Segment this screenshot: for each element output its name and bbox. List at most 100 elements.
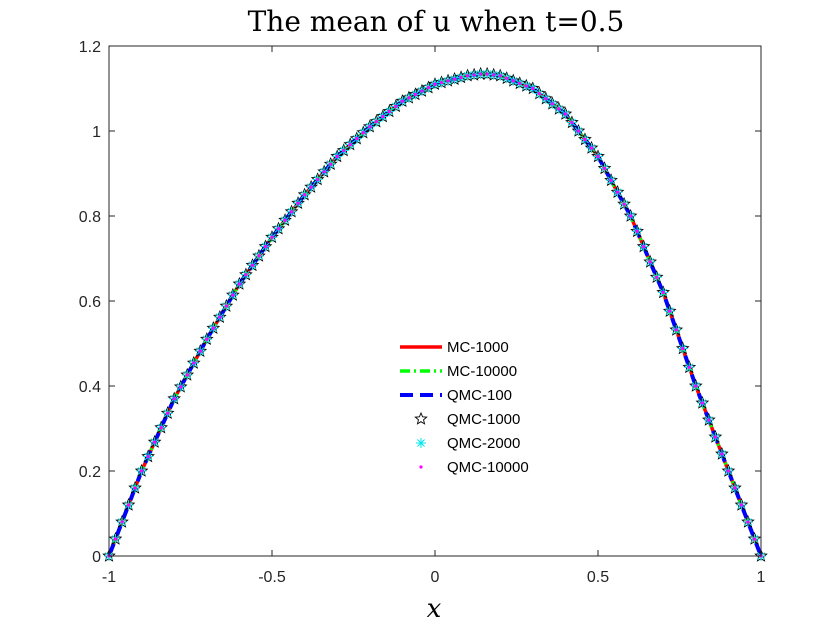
- data-point: [479, 72, 483, 76]
- data-point: [283, 218, 287, 222]
- data-point: [224, 304, 228, 308]
- data-point: [413, 92, 418, 97]
- data-point: [505, 76, 509, 80]
- legend-swatch: [419, 465, 423, 469]
- data-point: [179, 385, 183, 389]
- data-point: [113, 537, 118, 541]
- data-point: [635, 229, 639, 233]
- data-point: [511, 79, 515, 83]
- data-point: [192, 361, 196, 365]
- data-point: [485, 72, 489, 76]
- series-QMC-100: [107, 71, 763, 557]
- data-point: [681, 347, 685, 351]
- legend-item: QMC-2000: [416, 435, 520, 452]
- legend-label: QMC-100: [447, 387, 512, 404]
- legend-item: QMC-1000: [414, 411, 520, 428]
- data-point: [557, 107, 561, 111]
- data-point: [746, 520, 750, 524]
- data-point: [374, 120, 378, 124]
- legend-swatch: [416, 438, 426, 448]
- data-point: [159, 426, 163, 430]
- x-axis-label: x: [427, 594, 442, 624]
- data-point: [263, 245, 268, 249]
- data-point: [394, 104, 398, 108]
- legend-label: QMC-10000: [447, 459, 529, 476]
- data-point: [289, 210, 294, 214]
- data-point: [420, 89, 424, 93]
- data-point: [687, 365, 691, 369]
- data-point: [316, 177, 320, 182]
- data-point: [205, 337, 209, 341]
- data-point: [433, 82, 437, 86]
- data-point: [185, 373, 189, 377]
- x-tick-label: 0: [431, 569, 440, 586]
- data-point: [655, 275, 659, 279]
- data-point: [446, 79, 450, 83]
- data-point: [387, 109, 391, 114]
- legend-item: QMC-10000: [419, 459, 529, 476]
- data-point: [472, 73, 476, 77]
- data-point: [733, 486, 737, 490]
- y-tick-label: 0.2: [79, 464, 101, 481]
- data-point: [537, 92, 541, 96]
- x-tick-label: 1: [757, 569, 766, 586]
- plot-background: [109, 46, 761, 556]
- data-point: [629, 214, 633, 218]
- series-line: [107, 71, 763, 557]
- data-point: [342, 148, 346, 153]
- data-point: [518, 81, 522, 85]
- data-point: [146, 454, 150, 459]
- data-point: [576, 129, 581, 133]
- data-point: [368, 125, 372, 129]
- data-point: [439, 80, 444, 85]
- data-point: [140, 469, 144, 473]
- data-point: [407, 96, 411, 100]
- data-point: [531, 86, 535, 91]
- data-point: [166, 411, 170, 415]
- y-tick-label: 0.8: [79, 209, 101, 226]
- data-point: [570, 120, 574, 125]
- data-point: [583, 137, 587, 142]
- legend-item: QMC-100: [400, 387, 512, 404]
- data-point: [602, 166, 607, 170]
- legend-label: MC-10000: [447, 363, 517, 380]
- data-point: [172, 397, 176, 401]
- data-point: [198, 349, 202, 353]
- data-point: [400, 99, 404, 103]
- data-point: [133, 486, 137, 490]
- series-QMC-10000: [107, 72, 763, 558]
- data-point: [296, 201, 300, 205]
- y-tick-label: 0: [92, 549, 101, 566]
- legend-item: MC-10000: [400, 363, 517, 380]
- data-point: [270, 235, 274, 239]
- data-point: [609, 178, 613, 182]
- data-point: [211, 326, 215, 330]
- legend: MC-1000 MC-10000 QMC-100 QMC-1000 QMC-2000 QM…: [400, 339, 529, 476]
- data-point: [661, 290, 665, 295]
- data-point: [250, 263, 255, 267]
- data-point: [622, 202, 626, 206]
- data-point: [648, 260, 652, 264]
- data-point: [459, 75, 463, 80]
- data-point: [381, 114, 385, 119]
- data-point: [361, 131, 365, 135]
- axes-layer: -1 -0.5 0 0.5 1 0 0.2 0.4 0.6 0.8 1 1.2: [79, 39, 766, 586]
- y-tick-label: 0.4: [79, 379, 101, 396]
- data-point: [674, 328, 678, 332]
- x-tick-label: -0.5: [258, 569, 286, 586]
- data-point: [720, 452, 724, 456]
- data-point: [713, 435, 717, 439]
- legend-label: QMC-2000: [447, 435, 520, 452]
- data-point: [231, 293, 235, 297]
- data-point: [550, 102, 554, 106]
- data-point: [615, 190, 620, 194]
- data-point: [492, 73, 496, 77]
- data-point: [244, 273, 248, 277]
- data-point: [466, 74, 470, 78]
- data-point: [694, 384, 698, 388]
- x-tick-label: -1: [102, 569, 116, 586]
- data-point: [335, 154, 339, 159]
- data-point: [218, 315, 222, 319]
- data-point: [120, 520, 124, 524]
